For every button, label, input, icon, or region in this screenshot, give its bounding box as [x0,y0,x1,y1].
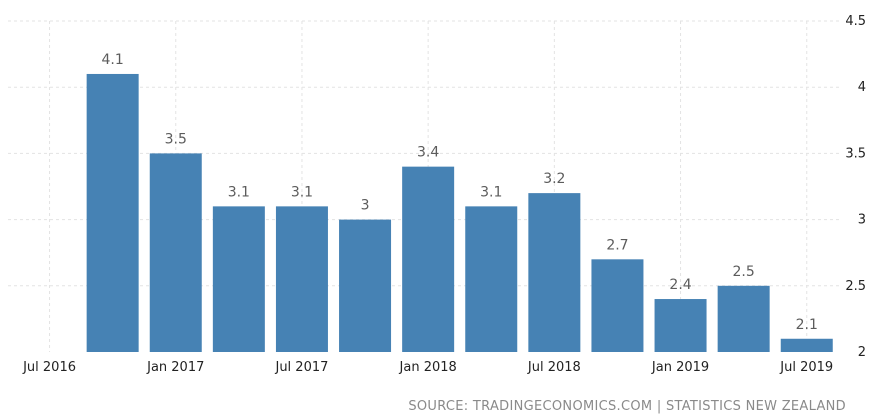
y-tick-label: 3 [858,213,866,228]
y-axis-tick-labels: 2 2.5 3 3.5 4 4.5 [845,14,866,360]
bar[interactable] [465,206,518,352]
bar-value-label: 2.7 [606,237,628,253]
x-tick-label: Jan 2019 [651,360,709,375]
bar-value-label: 3.1 [228,184,250,200]
bar[interactable] [339,219,392,352]
x-axis-tick-labels: Jul 2016 Jan 2017 Jul 2017 Jan 2018 Jul 2018… [22,360,833,375]
bar-value-label: 4.1 [102,52,124,68]
y-tick-label: 3.5 [845,146,866,161]
bar-value-label: 2.1 [796,317,818,333]
bar[interactable] [717,285,770,352]
x-tick-label: Jul 2018 [527,360,581,375]
bar[interactable] [780,338,833,352]
bar[interactable] [402,166,455,352]
bar-value-label: 2.4 [669,277,691,293]
value-labels: 4.1 3.5 3.1 3.1 3 3.4 3.1 3.2 2.7 2.4 2.5 2.1 [102,52,818,333]
bar[interactable] [528,193,581,352]
bar-value-label: 3.5 [165,131,187,147]
x-tick-label: Jul 2019 [779,360,833,375]
y-tick-label: 4 [858,80,866,95]
bar-value-label: 3.2 [543,171,565,187]
bar[interactable] [275,206,328,352]
source-label: SOURCE: TRADINGECONOMICS.COM | STATISTIC… [408,399,846,414]
y-tick-label: 4.5 [845,14,866,29]
x-tick-label: Jan 2017 [146,360,204,375]
bar-value-label: 2.5 [733,264,755,280]
bar[interactable] [149,153,202,352]
bar-value-label: 3 [361,198,370,214]
bar-value-label: 3.1 [291,184,313,200]
y-tick-label: 2.5 [845,279,866,294]
bar-value-label: 3.4 [417,145,439,161]
bar[interactable] [591,259,644,352]
y-tick-label: 2 [858,345,866,360]
bars [86,73,833,353]
bar-value-label: 3.1 [480,184,502,200]
x-tick-label: Jul 2017 [274,360,328,375]
bar[interactable] [212,206,265,352]
x-tick-label: Jul 2016 [22,360,76,375]
bar[interactable] [654,299,707,352]
bar[interactable] [86,73,139,353]
x-tick-label: Jan 2018 [399,360,457,375]
